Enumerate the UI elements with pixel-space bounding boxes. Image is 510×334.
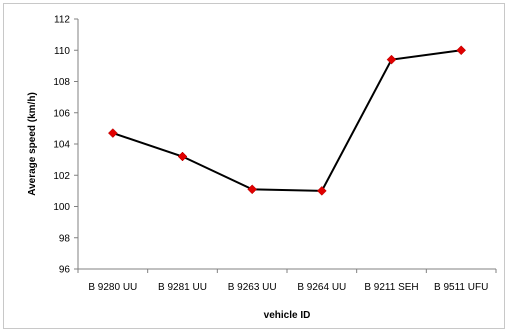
x-tick-label: B 9280 UU — [88, 282, 137, 293]
x-tick-label: B 9511 UFU — [434, 282, 488, 293]
data-point-marker — [247, 184, 258, 195]
x-tick-label: B 9263 UU — [228, 282, 277, 293]
chart-frame — [3, 3, 505, 329]
y-tick-label: 98 — [59, 233, 71, 244]
x-tick-label: B 9281 UU — [158, 282, 207, 293]
data-point-marker — [177, 151, 188, 162]
y-tick-label: 104 — [53, 140, 70, 151]
x-axis-title: vehicle ID — [264, 310, 311, 321]
series-line — [112, 49, 462, 192]
data-point-marker — [456, 45, 467, 56]
data-point-marker — [316, 186, 327, 196]
y-tick-label: 102 — [53, 171, 70, 182]
series-group — [107, 45, 467, 196]
y-tick-label: 110 — [54, 46, 70, 57]
y-axis-ticks: 96 98 100 102 104 106 108 110 112 — [53, 15, 78, 276]
y-tick-label: 100 — [53, 202, 70, 213]
y-tick-label: 106 — [53, 108, 70, 119]
x-tick-label: B 9264 UU — [297, 282, 346, 293]
y-tick-label: 112 — [54, 15, 70, 26]
y-tick-label: 96 — [59, 265, 71, 276]
data-point-marker — [386, 54, 397, 65]
x-axis-ticks: B 9280 UU B 9281 UU B 9263 UU B 9264 UU B 92… — [77, 269, 497, 293]
y-axis-title: Average speed (km/h) — [27, 92, 38, 196]
data-point-marker — [107, 128, 118, 138]
y-tick-label: 108 — [53, 77, 70, 88]
x-tick-label: B 9211 SEH — [364, 282, 418, 293]
